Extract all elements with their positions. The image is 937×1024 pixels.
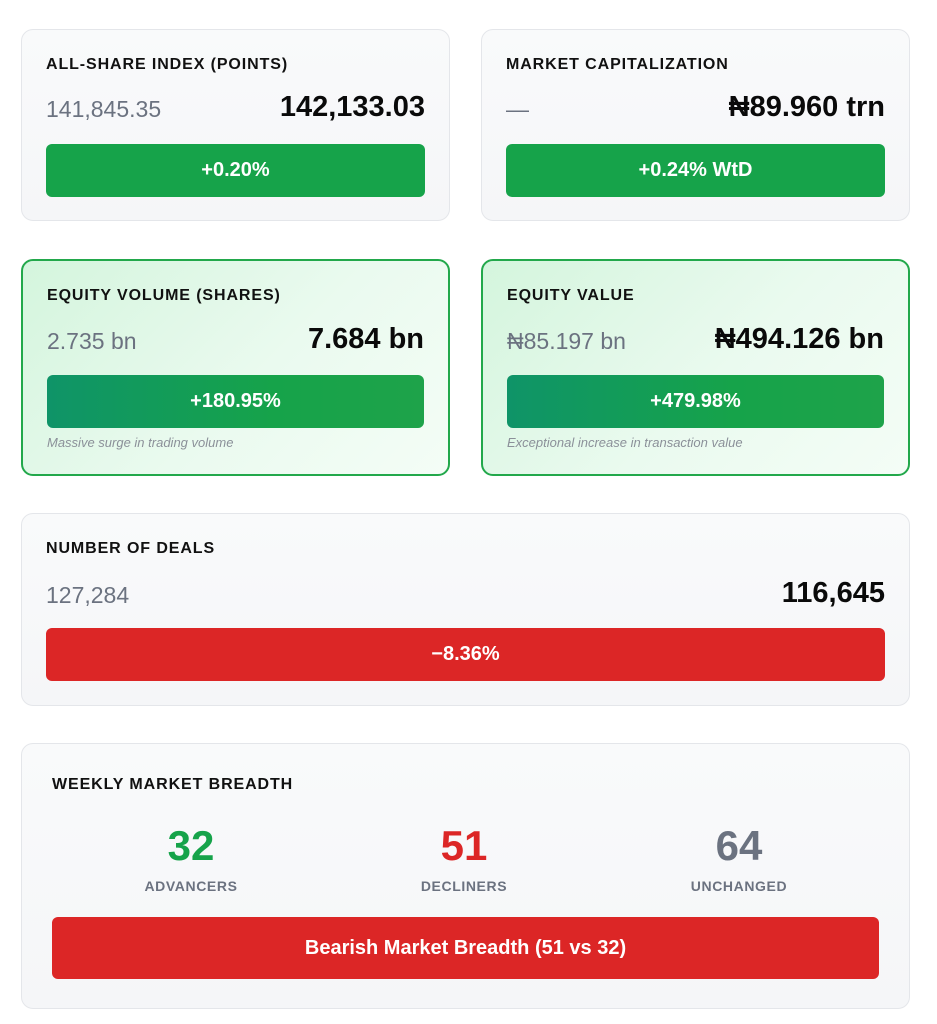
deals-previous-value: 127,284 xyxy=(46,582,130,608)
advancers-stat: 32 ADVANCERS xyxy=(91,822,291,894)
market-cap-current-value: ₦89.960 trn xyxy=(728,91,885,123)
unchanged-count: 64 xyxy=(715,822,763,869)
market-cap-previous-value: — xyxy=(506,96,529,122)
equity-volume-note: Massive surge in trading volume xyxy=(47,435,234,450)
asi-card: ALL-SHARE INDEX (POINTS) 141,845.35 142,… xyxy=(21,29,450,221)
equity-value-title: EQUITY VALUE xyxy=(507,287,635,304)
advancers-label: ADVANCERS xyxy=(144,878,238,894)
market-cap-title: MARKET CAPITALIZATION xyxy=(506,56,729,73)
unchanged-stat: 64 UNCHANGED xyxy=(639,822,839,894)
decliners-label: DECLINERS xyxy=(420,878,508,894)
decliners-stat: 51 DECLINERS xyxy=(364,822,564,894)
asi-previous-value: 141,845.35 xyxy=(46,96,162,122)
deals-card: NUMBER OF DEALS 127,284 116,645 −8.36% xyxy=(21,513,910,706)
equity-value-note: Exceptional increase in transaction valu… xyxy=(507,435,743,450)
market-cap-card: MARKET CAPITALIZATION — ₦89.960 trn +0.2… xyxy=(481,29,910,221)
equity-value-current-value: ₦494.126 bn xyxy=(714,323,884,355)
equity-value-change-bar: +479.98% xyxy=(507,375,884,428)
deals-current-value: 116,645 xyxy=(781,577,885,609)
unchanged-label: UNCHANGED xyxy=(690,878,788,894)
asi-change-bar: +0.20% xyxy=(46,144,425,197)
market-breadth-title: WEEKLY MARKET BREADTH xyxy=(52,776,294,793)
asi-title: ALL-SHARE INDEX (POINTS) xyxy=(46,56,289,73)
market-breadth-card: WEEKLY MARKET BREADTH 32 ADVANCERS 51 DE… xyxy=(21,743,910,1009)
asi-current-value: 142,133.03 xyxy=(279,91,425,123)
equity-value-card: EQUITY VALUE ₦85.197 bn ₦494.126 bn +479… xyxy=(481,259,910,476)
deals-change-bar: −8.36% xyxy=(46,628,885,681)
equity-volume-title: EQUITY VOLUME (SHARES) xyxy=(47,287,281,304)
decliners-count: 51 xyxy=(440,822,488,869)
deals-title: NUMBER OF DEALS xyxy=(46,540,216,557)
equity-volume-change-bar: +180.95% xyxy=(47,375,424,428)
equity-value-previous-value: ₦85.197 bn xyxy=(507,328,626,354)
advancers-count: 32 xyxy=(167,822,215,869)
equity-volume-previous-value: 2.735 bn xyxy=(47,328,137,354)
breadth-summary-bar: Bearish Market Breadth (51 vs 32) xyxy=(52,917,879,979)
equity-volume-current-value: 7.684 bn xyxy=(307,323,424,355)
equity-volume-card: EQUITY VOLUME (SHARES) 2.735 bn 7.684 bn… xyxy=(21,259,450,476)
market-cap-change-bar: +0.24% WtD xyxy=(506,144,885,197)
